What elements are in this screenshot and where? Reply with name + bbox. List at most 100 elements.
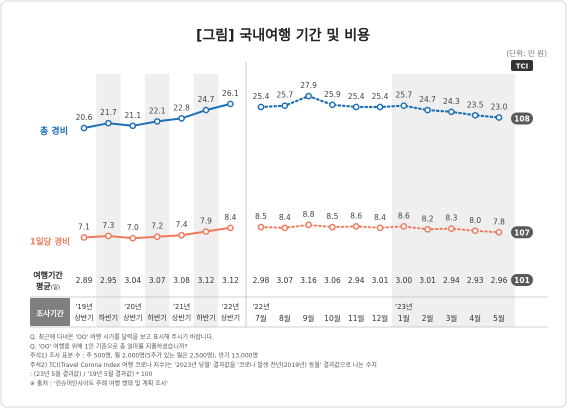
right-daily-cost-point — [424, 225, 431, 233]
right-daily-cost-value-label: 8.5 — [326, 212, 338, 221]
right-category-label-top: '22년 — [252, 302, 269, 311]
left-daily-cost-point — [80, 234, 88, 241]
left-daily-cost-point — [105, 232, 112, 240]
right-category-label: 1월 — [398, 313, 410, 323]
footnotes: Q. 최근에 다녀온 'OO' 여행 시기를 달력을 보고 표시해 주시기 바랍… — [30, 333, 377, 388]
right-category-label: 4월 — [469, 313, 481, 323]
left-duration-value: 3.04 — [124, 276, 141, 285]
left-category-label-top: '22년 — [222, 302, 239, 311]
right-category-label: 2월 — [422, 313, 434, 323]
right-category-label: 5월 — [493, 313, 505, 323]
tci-total-cost-badge — [511, 112, 533, 125]
daily-cost-series-label: 1일당 경비 — [30, 236, 70, 247]
chart-title: [그림] 국내여행 기간 및 비용 — [196, 27, 370, 44]
left-category-label-top: '20년 — [124, 302, 141, 311]
right-category-label: 3월 — [446, 313, 458, 323]
footnote-line: Q. 'OO' 여행을 위해 1인 기준으로 총 얼마를 지출하셨습니까? — [30, 342, 188, 350]
left-category-label-top: '19년 — [75, 302, 92, 311]
right-daily-cost-point — [448, 225, 455, 232]
right-total-cost-value-label: 25.7 — [276, 91, 293, 100]
right-daily-cost-point — [400, 223, 408, 230]
right-daily-cost-value-label: 8.6 — [398, 211, 410, 220]
left-duration-value: 3.07 — [149, 276, 166, 285]
tci-header-label: TCI — [516, 63, 529, 71]
total-cost-series-label: 총 경비 — [40, 125, 68, 137]
left-total-cost-value-label: 24.7 — [198, 95, 215, 104]
right-total-cost-point — [448, 108, 455, 116]
left-category-label: 하반기 — [148, 313, 167, 322]
right-duration-value: 3.01 — [372, 276, 389, 285]
left-total-cost-point — [178, 115, 185, 122]
right-total-cost-point — [281, 102, 289, 110]
left-daily-cost-point — [129, 234, 137, 242]
left-daily-cost-point — [202, 228, 210, 235]
right-daily-cost-point — [471, 227, 479, 235]
left-total-cost-value-label: 21.1 — [124, 111, 141, 120]
left-daily-cost-value-label: 8.4 — [224, 213, 236, 222]
right-category-label: 11월 — [348, 313, 365, 323]
right-duration-value: 2.94 — [443, 276, 460, 285]
footnote-line: 주석2) TCI(Travel Corona Index 여행 코로나 지수)는… — [30, 361, 377, 369]
left-total-cost-point — [153, 118, 161, 125]
left-daily-cost-value-label: 7.3 — [102, 221, 114, 230]
right-shade-column — [391, 74, 515, 327]
left-total-cost-value-label: 20.6 — [76, 113, 93, 122]
divider-layer — [30, 62, 548, 328]
tci-header-badge — [511, 60, 533, 71]
right-total-cost-value-label: 23.0 — [491, 102, 508, 111]
duration-unit: (일) — [51, 283, 60, 291]
right-daily-cost-point — [495, 228, 503, 236]
right-category-label-top: '23년 — [395, 302, 412, 311]
right-total-cost-point — [471, 111, 479, 119]
left-category-label-top: '21년 — [173, 302, 190, 311]
left-duration-value: 2.89 — [76, 276, 93, 285]
left-total-cost-point — [227, 100, 234, 108]
left-total-cost-value-label: 21.7 — [100, 108, 117, 117]
right-total-cost-point — [305, 92, 312, 100]
left-total-cost-point — [105, 119, 112, 127]
right-daily-cost-value-label: 8.2 — [422, 214, 434, 223]
footnote-line: Q. 최근에 다녀온 'OO' 여행 시기를 달력을 보고 표시해 주시기 바랍… — [30, 333, 214, 341]
right-total-cost-value-label: 25.4 — [348, 92, 365, 101]
right-total-cost-value-label: 25.7 — [395, 91, 412, 100]
tci-duration-badge — [511, 274, 533, 286]
left-shade-column — [193, 74, 219, 327]
right-total-cost-value-label: 23.5 — [467, 100, 484, 109]
right-total-cost-value-label: 24.7 — [419, 95, 436, 104]
left-duration-value: 3.12 — [222, 276, 239, 285]
right-total-cost-value-label: 24.3 — [443, 97, 460, 106]
footnote-line: 주석1) 조사 표본 수 : 주 500명, 월 2,000명(5주가 있는 월… — [30, 352, 258, 360]
right-duration-value: 3.16 — [300, 276, 317, 285]
right-daily-cost-value-label: 8.8 — [303, 210, 315, 219]
left-total-cost-value-label: 26.1 — [222, 89, 239, 98]
left-daily-cost-value-label: 7.1 — [78, 222, 90, 231]
left-category-label: 상반기 — [172, 313, 191, 322]
right-duration-value: 2.96 — [491, 276, 508, 285]
right-daily-cost-value-label: 8.3 — [445, 214, 457, 223]
right-daily-cost-point — [376, 224, 384, 232]
right-duration-value: 2.93 — [467, 276, 484, 285]
right-category-label: 8월 — [279, 313, 291, 323]
period-header-cell — [30, 298, 70, 326]
left-daily-cost-point — [227, 224, 234, 232]
right-total-cost-point — [424, 106, 431, 114]
right-total-cost-point — [352, 103, 360, 111]
right-duration-value: 3.00 — [395, 276, 412, 285]
right-total-cost-point — [495, 114, 503, 121]
right-total-cost-point — [376, 103, 384, 111]
right-total-cost-value-label: 25.4 — [253, 92, 270, 101]
left-daily-cost-point — [178, 231, 185, 239]
right-daily-cost-value-label: 8.4 — [279, 213, 291, 222]
footnote-line: : (23년 5월 결과값) / '19년 5월 결과값) * 100 — [30, 370, 153, 378]
right-duration-value: 3.07 — [276, 276, 293, 285]
left-category-label: 상반기 — [123, 313, 142, 322]
left-daily-cost-point — [153, 233, 161, 241]
duration-series-label-line1: 여행기간 — [33, 270, 63, 280]
duration-series-label-line2: 평균(일) — [36, 281, 60, 291]
right-duration-value: 3.06 — [324, 276, 341, 285]
left-duration-value: 3.12 — [198, 276, 215, 285]
right-daily-cost-point — [257, 223, 265, 231]
right-daily-cost-point — [281, 224, 289, 232]
right-daily-cost-value-label: 8.6 — [350, 211, 362, 220]
